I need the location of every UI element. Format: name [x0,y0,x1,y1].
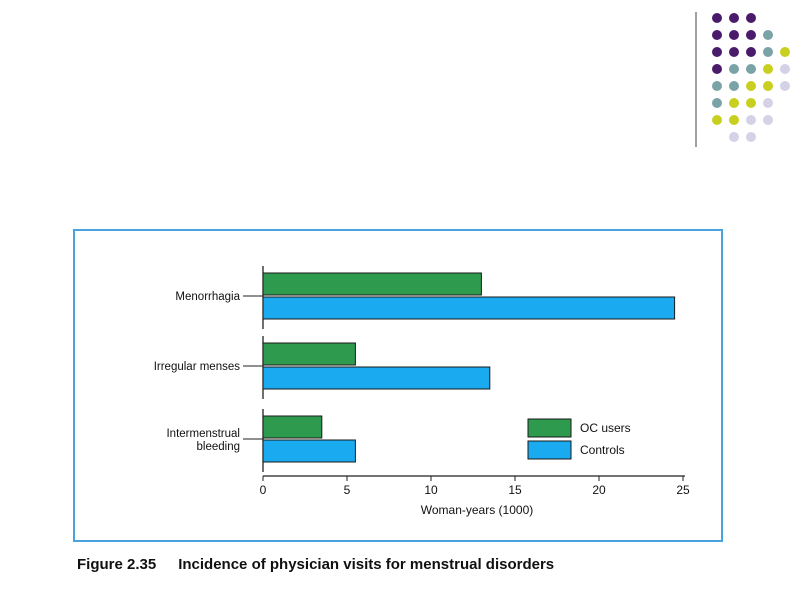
bar-oc-users [262,415,323,439]
category-label: Menorrhagia [175,291,240,303]
decorative-dot [729,115,739,125]
legend-swatch [527,440,572,460]
x-tick-label: 0 [260,483,267,497]
figure-title: Incidence of physician visits for menstr… [178,556,555,573]
decorative-dot [729,13,739,23]
x-tick-label: 5 [344,483,351,497]
legend-swatch [527,418,572,438]
decorative-dot [746,81,756,91]
decorative-dot [712,115,722,125]
decorative-dot [746,115,756,125]
decorative-dot [763,98,773,108]
decorative-dot [729,47,739,57]
decorative-divider [695,12,697,147]
bar-oc-users [262,342,356,366]
category-label: bleeding [197,441,240,453]
legend-label: OC users [580,421,631,435]
decorative-dot [712,30,722,40]
bar-controls [262,296,676,320]
decorative-dot [763,64,773,74]
decorative-dot-grid [712,13,790,142]
decorative-dot [712,64,722,74]
decorative-dot [780,81,790,91]
x-tick-label: 20 [592,483,606,497]
decorative-dot [729,64,739,74]
decorative-dot [746,64,756,74]
decorative-dot [729,30,739,40]
decorative-dot [712,98,722,108]
decorative-dot [729,81,739,91]
decorative-dot [780,47,790,57]
x-tick-label: 15 [508,483,522,497]
bar-oc-users [262,272,482,296]
decorative-dot [763,30,773,40]
decorative-dot [763,115,773,125]
decorative-dot [746,30,756,40]
decorative-dot [729,132,739,142]
x-axis-label: Woman-years (1000) [421,503,534,517]
decorative-dot [763,47,773,57]
decorative-dot [746,132,756,142]
bar-controls [262,439,356,463]
decorative-dot [729,98,739,108]
decorative-dot [746,47,756,57]
bar-chart: Menorrhagia Irregular menses Intermenstrua… [154,266,690,517]
decorative-dot [746,13,756,23]
figure-caption: Figure 2.35 Incidence of physician visits… [77,556,554,573]
decorative-dot [712,81,722,91]
bar-controls [262,366,491,390]
x-tick-label: 10 [424,483,438,497]
legend-label: Controls [580,443,625,457]
chart-frame: Menorrhagia Irregular menses Intermenstrua… [73,229,723,542]
category-label: Intermenstrual [166,428,240,440]
figure-number: Figure 2.35 [77,556,157,573]
decorative-dot [712,47,722,57]
decorative-dot [746,98,756,108]
x-tick-label: 25 [676,483,690,497]
category-label: Irregular menses [154,361,241,373]
decorative-dot [712,13,722,23]
decorative-dot [763,81,773,91]
decorative-dot [780,64,790,74]
